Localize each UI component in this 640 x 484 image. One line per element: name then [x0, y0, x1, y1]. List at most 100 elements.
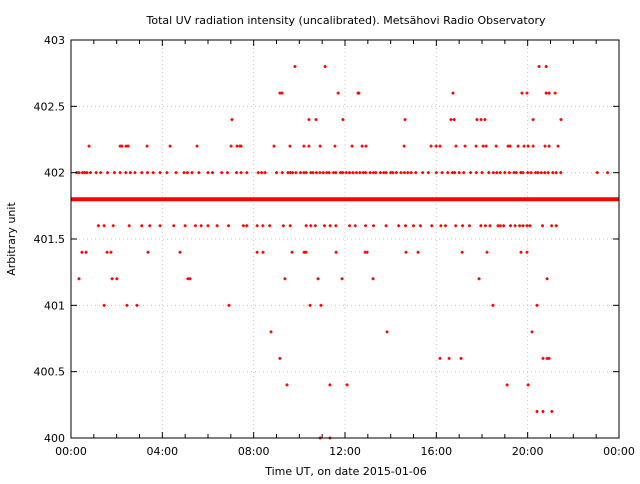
data-point: [461, 224, 465, 228]
data-point: [112, 171, 116, 175]
data-point: [360, 144, 364, 148]
data-point: [307, 118, 311, 122]
data-point: [334, 171, 338, 175]
data-point: [124, 171, 128, 175]
data-point: [348, 171, 352, 175]
data-point: [321, 171, 325, 175]
data-point: [503, 171, 507, 175]
data-point: [513, 224, 517, 228]
data-point: [521, 171, 525, 175]
data-point: [526, 383, 530, 387]
data-point: [229, 144, 233, 148]
data-point: [278, 356, 282, 360]
data-point: [443, 224, 447, 228]
data-point: [328, 383, 332, 387]
data-point: [553, 91, 557, 95]
data-point: [469, 171, 473, 175]
data-point: [487, 171, 491, 175]
data-point: [316, 277, 320, 281]
data-point: [531, 118, 535, 122]
chart-title: Total UV radiation intensity (uncalibrat…: [146, 14, 546, 27]
data-point: [88, 171, 92, 175]
data-point: [85, 171, 89, 175]
data-point: [452, 118, 456, 122]
data-point: [494, 144, 498, 148]
data-point: [148, 224, 152, 228]
data-point: [364, 224, 368, 228]
data-point: [595, 171, 599, 175]
data-points: [71, 65, 619, 440]
data-point: [318, 144, 322, 148]
data-point: [334, 224, 338, 228]
data-point: [545, 277, 549, 281]
data-point: [544, 91, 548, 95]
data-point: [541, 409, 545, 413]
data-point: [269, 330, 273, 334]
y-tick-label: 403: [44, 34, 65, 47]
data-point: [374, 171, 378, 175]
data-point: [525, 250, 529, 254]
data-point: [447, 356, 451, 360]
data-point: [199, 224, 203, 228]
data-point: [128, 171, 132, 175]
data-point: [547, 356, 551, 360]
data-point: [364, 144, 368, 148]
data-point: [462, 171, 466, 175]
data-point: [110, 277, 114, 281]
data-point: [230, 118, 234, 122]
data-point: [319, 303, 323, 307]
data-point: [220, 171, 224, 175]
data-point: [378, 171, 382, 175]
data-point: [364, 171, 368, 175]
data-point: [302, 144, 306, 148]
data-point: [483, 224, 487, 228]
data-point: [120, 144, 124, 148]
data-point: [109, 250, 113, 254]
data-point: [268, 224, 272, 228]
data-point: [174, 171, 178, 175]
data-point: [535, 303, 539, 307]
x-tick-label: 00:00: [603, 445, 635, 458]
data-point: [235, 144, 239, 148]
data-point: [309, 224, 313, 228]
data-point: [525, 224, 529, 228]
data-point: [125, 303, 129, 307]
data-point: [479, 224, 483, 228]
data-point: [313, 224, 317, 228]
data-point: [334, 250, 338, 254]
data-point: [298, 171, 302, 175]
data-point: [340, 277, 344, 281]
data-point: [140, 171, 144, 175]
data-point: [314, 171, 318, 175]
data-point: [459, 356, 463, 360]
data-point: [402, 171, 406, 175]
data-point: [255, 250, 259, 254]
data-point: [182, 171, 186, 175]
x-tick-label: 20:00: [512, 445, 544, 458]
data-point: [521, 224, 525, 228]
data-point: [502, 224, 506, 228]
y-tick-label: 400: [44, 432, 65, 445]
data-point: [546, 171, 550, 175]
data-point: [215, 224, 219, 228]
data-point: [318, 171, 322, 175]
data-point: [288, 224, 292, 228]
data-point: [211, 171, 215, 175]
data-point: [178, 250, 182, 254]
data-point: [520, 91, 524, 95]
data-point: [158, 171, 162, 175]
data-point: [314, 118, 318, 122]
data-point: [507, 171, 511, 175]
data-point: [554, 224, 558, 228]
data-point: [559, 118, 563, 122]
data-point: [304, 171, 308, 175]
data-point: [463, 144, 467, 148]
data-point: [391, 171, 395, 175]
data-point: [283, 277, 287, 281]
data-point: [460, 250, 464, 254]
data-point: [514, 171, 518, 175]
x-axis-label: Time UT, on date 2015-01-06: [264, 465, 427, 478]
data-point: [550, 409, 554, 413]
data-point: [547, 144, 551, 148]
